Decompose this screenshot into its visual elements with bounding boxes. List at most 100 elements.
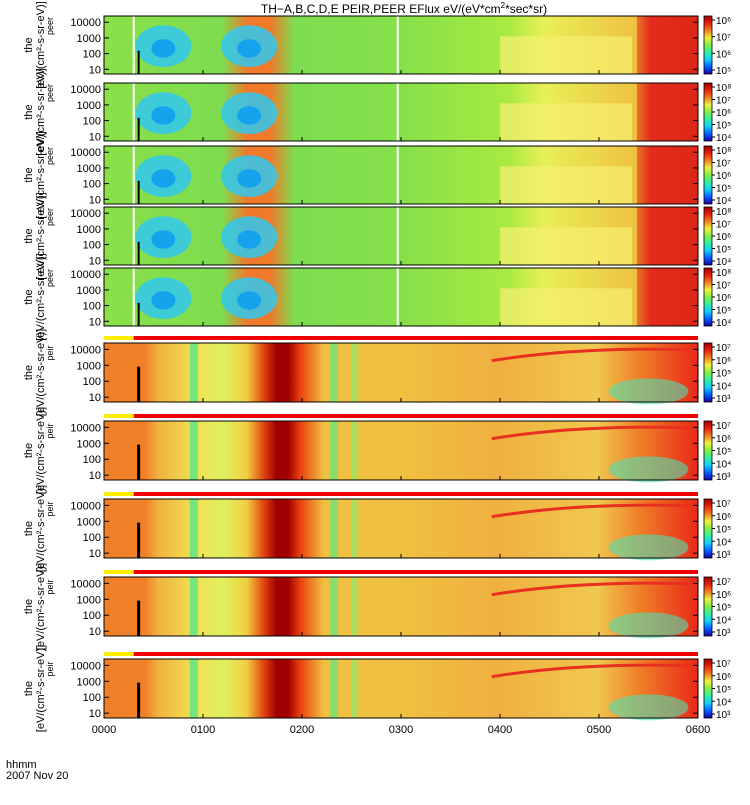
colorbar-tick-label: 10⁶ bbox=[716, 512, 731, 523]
y-label-units: [eV/(cm²-s-sr-eV)] bbox=[35, 253, 47, 340]
colorbar-peer_b bbox=[703, 82, 713, 142]
high-flux-region bbox=[636, 83, 698, 141]
colorbar-tick-label: 10⁴ bbox=[716, 697, 731, 708]
y-label-main: the bbox=[23, 228, 35, 243]
flux-core-1 bbox=[151, 230, 176, 249]
y-label-main: the bbox=[23, 443, 35, 458]
y-tick-label: 10 bbox=[89, 316, 101, 328]
x-tick-label: 0400 bbox=[488, 724, 512, 736]
y-tick-label: 1000 bbox=[77, 33, 101, 45]
y-tick-label: 10000 bbox=[70, 269, 101, 281]
y-label-units: [eV/(cm²-s-sr-eV)] bbox=[35, 131, 47, 218]
colorbar-tick-label: 10⁵ bbox=[716, 685, 731, 696]
y-label-units: [eV/(cm²-s-sr-eV)] bbox=[35, 68, 47, 155]
colorbar-tick-label: 10⁸ bbox=[716, 207, 731, 218]
y-tick-label: 10 bbox=[89, 470, 101, 482]
colorbar-tick-label: 10⁵ bbox=[716, 66, 731, 77]
high-flux-region bbox=[636, 146, 698, 204]
footer-time-label: hhmm bbox=[6, 759, 37, 771]
green-band-2 bbox=[330, 577, 339, 636]
x-tick-label: 0500 bbox=[587, 724, 611, 736]
colorbar-tick-label: 10⁴ bbox=[716, 318, 731, 329]
colorbar-tick-label: 10⁷ bbox=[716, 220, 731, 231]
y-label-sub: peir bbox=[45, 345, 55, 360]
quality-bar-segment bbox=[104, 492, 134, 496]
colorbar-tick-label: 10⁴ bbox=[716, 615, 731, 626]
quality-bar-segment bbox=[104, 414, 134, 418]
flux-core-1 bbox=[151, 106, 176, 125]
colorbar-tick-label: 10⁶ bbox=[716, 672, 731, 683]
y-tick-label: 1000 bbox=[77, 516, 101, 528]
y-tick-label: 100 bbox=[83, 454, 101, 466]
colorbar-tick-label: 10⁷ bbox=[716, 96, 731, 107]
spectrogram-peir_e bbox=[104, 659, 698, 718]
colorbar-tick-label: 10⁵ bbox=[716, 447, 731, 458]
colorbar-tick-label: 10³ bbox=[716, 394, 731, 405]
colorbar-peir_b bbox=[703, 420, 713, 481]
spectrogram-peir_d bbox=[104, 577, 698, 636]
high-energy-trace bbox=[491, 347, 699, 363]
colorbar-tick-label: 10⁷ bbox=[716, 343, 731, 354]
y-tick-label: 10 bbox=[89, 255, 101, 267]
colorbar-peer_c bbox=[703, 145, 713, 205]
y-axis-label: the [eV/(cm²-s-sr-eV)]peir bbox=[23, 563, 55, 650]
y-tick-label: 1000 bbox=[77, 594, 101, 606]
colorbar-tick-label: 10³ bbox=[716, 550, 731, 561]
plasma-sheet-region bbox=[500, 166, 632, 204]
colorbar-tick-label: 10³ bbox=[716, 710, 731, 721]
quality-bar-segment bbox=[133, 492, 698, 496]
colorbar-tick-label: 10³ bbox=[716, 628, 731, 639]
y-tick-label: 100 bbox=[83, 610, 101, 622]
spectrogram-peir_a bbox=[104, 343, 698, 402]
y-axis-label: the [eV/(cm²-s-sr-eV)]peer bbox=[23, 192, 55, 279]
plasma-sheet-region bbox=[500, 36, 632, 74]
y-axis-label: the [eV/(cm²-s-sr-eV)]peer bbox=[23, 253, 55, 340]
quality-bar-segment bbox=[133, 414, 698, 418]
y-tick-label: 100 bbox=[83, 376, 101, 388]
panel-peir_b: 10000 1000 100 10 the [eV/(cm²-s-sr-eV)]peir 1… bbox=[23, 407, 731, 494]
y-tick-label: 10 bbox=[89, 64, 101, 76]
y-label-sub: peer bbox=[45, 208, 55, 226]
green-band-3 bbox=[351, 421, 358, 480]
colorbar-tick-label: 10⁶ bbox=[716, 293, 731, 304]
high-flux-region bbox=[636, 16, 698, 74]
y-tick-label: 100 bbox=[83, 116, 101, 128]
y-label-units: [eV/(cm²-s-sr-eV)] bbox=[35, 192, 47, 279]
y-tick-label: 100 bbox=[83, 240, 101, 252]
colorbar-tick-label: 10⁴ bbox=[716, 133, 731, 144]
low-energy-minimum bbox=[608, 534, 689, 561]
colorbar-tick-label: 10⁷ bbox=[716, 33, 731, 44]
y-tick-label: 100 bbox=[83, 301, 101, 313]
low-energy-minimum bbox=[608, 456, 689, 483]
y-label-main: the bbox=[23, 167, 35, 182]
y-label-sub: peir bbox=[45, 501, 55, 516]
flux-core-1 bbox=[151, 39, 176, 58]
colorbar-peer_d bbox=[703, 206, 713, 266]
y-label-units: [eV/(cm²-s-sr-eV)] bbox=[35, 407, 47, 494]
flux-core-2 bbox=[237, 106, 262, 125]
quality-bar-segment bbox=[104, 570, 134, 574]
colorbar-tick-label: 10⁷ bbox=[716, 499, 731, 510]
x-tick-label: 0100 bbox=[191, 724, 215, 736]
panel-peir_e: 10000 1000 100 10 the [eV/(cm²-s-sr-eV)]peir 1… bbox=[23, 645, 731, 732]
colorbar-tick-label: 10⁵ bbox=[716, 245, 731, 256]
colorbar-tick-label: 10⁴ bbox=[716, 459, 731, 470]
colorbar-peir_a bbox=[703, 342, 713, 403]
colorbar-tick-label: 10⁶ bbox=[716, 49, 731, 60]
y-tick-label: 10 bbox=[89, 194, 101, 206]
high-energy-trace bbox=[491, 581, 699, 597]
y-tick-label: 10000 bbox=[70, 422, 101, 434]
high-energy-trace bbox=[491, 425, 699, 441]
y-label-sub: peir bbox=[45, 579, 55, 594]
colorbar-tick-label: 10⁵ bbox=[716, 603, 731, 614]
x-tick-label: 0300 bbox=[389, 724, 413, 736]
y-tick-label: 10 bbox=[89, 626, 101, 638]
x-tick-label: 0000 bbox=[92, 724, 116, 736]
colorbar-tick-label: 10⁴ bbox=[716, 537, 731, 548]
y-tick-label: 10000 bbox=[70, 84, 101, 96]
y-tick-label: 1000 bbox=[77, 676, 101, 688]
colorbar-peir_e bbox=[703, 658, 713, 719]
y-tick-label: 10 bbox=[89, 708, 101, 720]
y-axis-label: the [eV/(cm²-s-sr-eV)]peir bbox=[23, 485, 55, 572]
y-tick-label: 10000 bbox=[70, 344, 101, 356]
